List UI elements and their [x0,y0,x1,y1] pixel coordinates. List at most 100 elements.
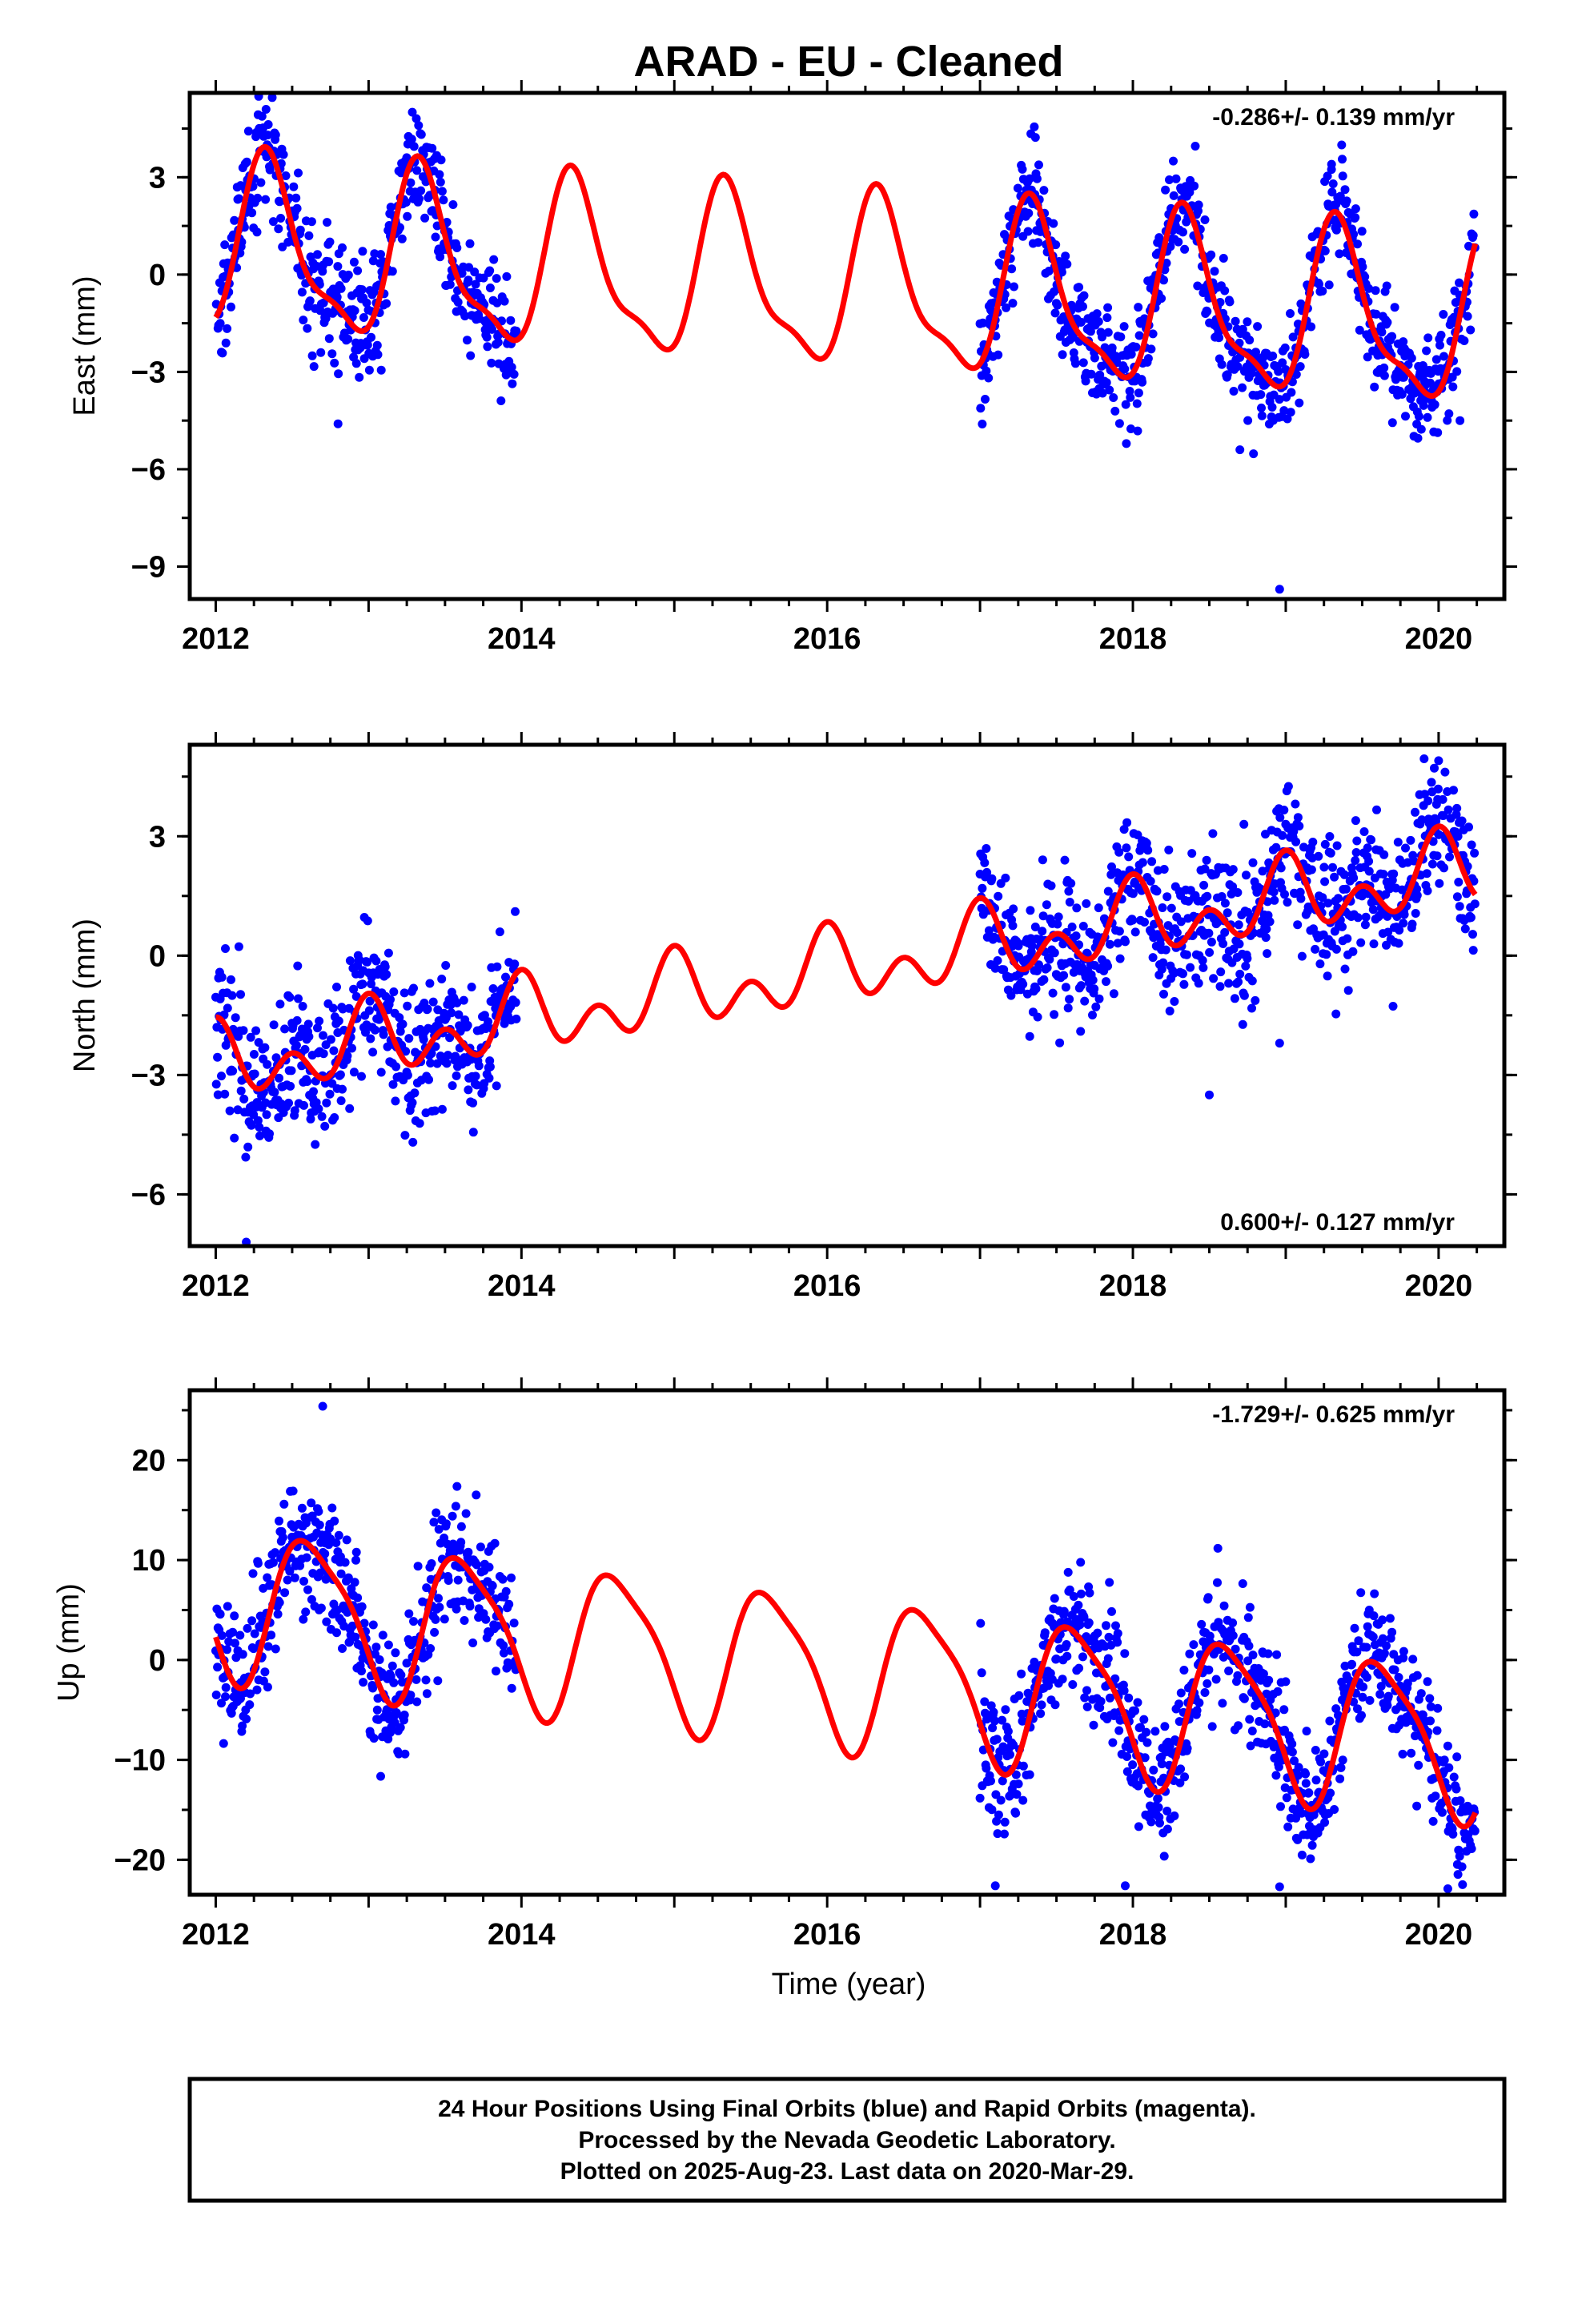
data-point [1280,343,1290,352]
data-point [1368,905,1378,915]
data-point [1288,332,1298,342]
data-point [1245,1715,1255,1724]
data-point [492,1667,500,1676]
data-point [363,916,372,926]
data-point [1290,1756,1299,1766]
data-point [387,267,397,276]
data-point [1059,1606,1069,1616]
data-point [489,255,499,264]
data-point [1170,1811,1179,1820]
data-point [1111,1621,1120,1630]
data-point [998,1715,1007,1725]
data-point [1142,1738,1152,1747]
data-point [213,1663,223,1672]
data-point [1383,911,1392,921]
data-point [1159,1852,1169,1861]
data-point [499,1648,508,1658]
data-point [1121,937,1130,947]
data-point [331,1538,341,1547]
data-point [1443,1741,1452,1751]
data-point [431,232,440,242]
data-point [349,1068,359,1077]
data-point [1148,953,1158,963]
data-point [1094,317,1103,326]
data-point [302,1553,311,1562]
data-point [334,1530,343,1540]
data-point [1194,979,1203,988]
data-point [1393,838,1403,847]
data-point [288,1486,298,1496]
data-point [1065,898,1074,907]
data-point [1401,843,1410,853]
data-point [1417,815,1427,825]
data-point [1076,1027,1086,1036]
data-point [263,120,273,129]
data-point [1360,272,1370,282]
data-point [1282,1793,1291,1803]
data-point [1134,1822,1143,1831]
data-point [1449,786,1458,795]
data-point [1297,951,1307,961]
data-point [1453,831,1463,841]
data-point [1452,892,1462,902]
data-point [371,956,381,966]
data-point [1038,855,1047,865]
data-point [1291,799,1300,809]
data-point [1388,1002,1398,1011]
data-point [452,1604,461,1614]
data-point [1457,1862,1467,1872]
data-point [1224,979,1234,988]
data-point [1433,784,1443,794]
data-point [1220,899,1230,908]
data-point [1423,333,1433,343]
data-point [1011,1770,1021,1779]
data-point [1412,1801,1422,1811]
data-point [1444,409,1454,419]
data-point [1413,433,1423,443]
data-point [1456,1796,1465,1805]
data-point [1199,963,1208,972]
data-point [1169,156,1178,166]
data-point [1085,1588,1094,1598]
east-x-tick-label: 2020 [1405,622,1473,656]
data-point [1463,862,1472,871]
data-point [1025,1770,1034,1779]
data-point [1215,982,1225,991]
data-point [1176,917,1186,927]
data-point [444,1576,453,1585]
data-point [303,1077,312,1086]
data-point [1049,219,1058,228]
data-point [1460,336,1469,345]
data-point [423,1004,432,1014]
data-point [430,1106,440,1116]
data-point [1319,862,1329,872]
up-y-tick-label: −10 [114,1744,166,1778]
data-point [1364,866,1374,876]
data-point [254,1038,263,1047]
data-point [412,166,422,175]
data-point [1146,344,1156,354]
data-point [1287,1747,1297,1757]
data-point [1307,865,1316,875]
east-plot-frame [187,90,1507,601]
data-point [1319,1749,1329,1759]
data-point [1139,1715,1149,1724]
data-point [1089,1720,1098,1730]
data-point [485,266,495,275]
data-point [409,983,418,993]
data-point [506,316,516,325]
north-y-axis-label: North (mm) [68,919,102,1072]
data-point [1280,890,1289,899]
data-point [1180,244,1190,254]
data-point [1076,1589,1086,1598]
data-point [276,214,286,223]
data-point [217,1699,226,1708]
data-point [259,78,267,87]
data-point [1228,1630,1238,1640]
up-model-curve [213,1538,1478,1830]
data-point [1158,958,1168,967]
data-point [1385,1614,1395,1623]
data-point [1281,1677,1291,1687]
data-point [501,1586,511,1596]
data-point [1000,1817,1010,1827]
